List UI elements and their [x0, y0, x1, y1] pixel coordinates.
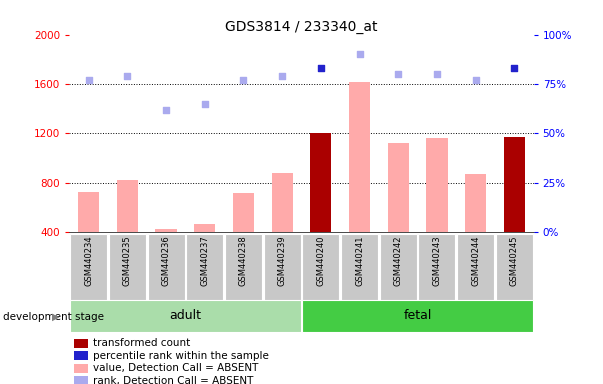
Bar [388, 143, 409, 232]
Point [510, 65, 519, 71]
Text: GSM440239: GSM440239 [277, 236, 286, 286]
Point [84, 77, 93, 83]
Bar [70, 233, 107, 300]
Bar [78, 192, 99, 232]
Bar [156, 228, 177, 232]
Bar [109, 233, 146, 300]
Bar [74, 351, 87, 360]
Bar [418, 233, 455, 300]
Point [122, 73, 132, 79]
Text: fetal: fetal [403, 310, 432, 322]
Text: GSM440245: GSM440245 [510, 236, 519, 286]
Bar [264, 233, 301, 300]
Point [355, 51, 364, 58]
Bar [349, 81, 370, 232]
Bar [233, 193, 254, 232]
Bar [465, 174, 486, 232]
Point [239, 77, 248, 83]
Bar [74, 339, 87, 348]
Point [316, 65, 326, 71]
Bar [310, 134, 332, 232]
Text: GSM440234: GSM440234 [84, 236, 93, 286]
Bar [504, 137, 525, 232]
Bar [70, 300, 301, 331]
Bar [302, 300, 533, 331]
Point [277, 73, 287, 79]
Point [471, 77, 481, 83]
Text: GSM440237: GSM440237 [200, 236, 209, 286]
Text: GSM440240: GSM440240 [317, 236, 326, 286]
Point [393, 71, 403, 77]
Bar [225, 233, 262, 300]
Point [200, 101, 210, 107]
Text: value, Detection Call = ABSENT: value, Detection Call = ABSENT [93, 363, 259, 373]
Text: GSM440244: GSM440244 [471, 236, 480, 286]
Bar [186, 233, 223, 300]
Bar [74, 376, 87, 384]
Text: ▶: ▶ [52, 312, 59, 322]
Bar [426, 138, 447, 232]
Point [432, 71, 442, 77]
Bar [271, 173, 293, 232]
Text: GSM440241: GSM440241 [355, 236, 364, 286]
Text: transformed count: transformed count [93, 338, 191, 348]
Bar [457, 233, 494, 300]
Text: GSM440236: GSM440236 [162, 236, 171, 286]
Text: GSM440243: GSM440243 [432, 236, 441, 286]
Title: GDS3814 / 233340_at: GDS3814 / 233340_at [226, 20, 377, 33]
Text: GSM440242: GSM440242 [394, 236, 403, 286]
Bar [194, 223, 215, 232]
Bar [148, 233, 185, 300]
Bar [302, 233, 339, 300]
Bar [117, 180, 138, 232]
Text: development stage: development stage [3, 312, 104, 322]
Bar [380, 233, 417, 300]
Text: rank, Detection Call = ABSENT: rank, Detection Call = ABSENT [93, 376, 254, 384]
Text: GSM440238: GSM440238 [239, 236, 248, 286]
Bar [496, 233, 533, 300]
Text: percentile rank within the sample: percentile rank within the sample [93, 351, 270, 361]
Text: adult: adult [169, 310, 201, 322]
Bar [341, 233, 378, 300]
Text: GSM440235: GSM440235 [123, 236, 132, 286]
Point [161, 107, 171, 113]
Bar [74, 364, 87, 372]
